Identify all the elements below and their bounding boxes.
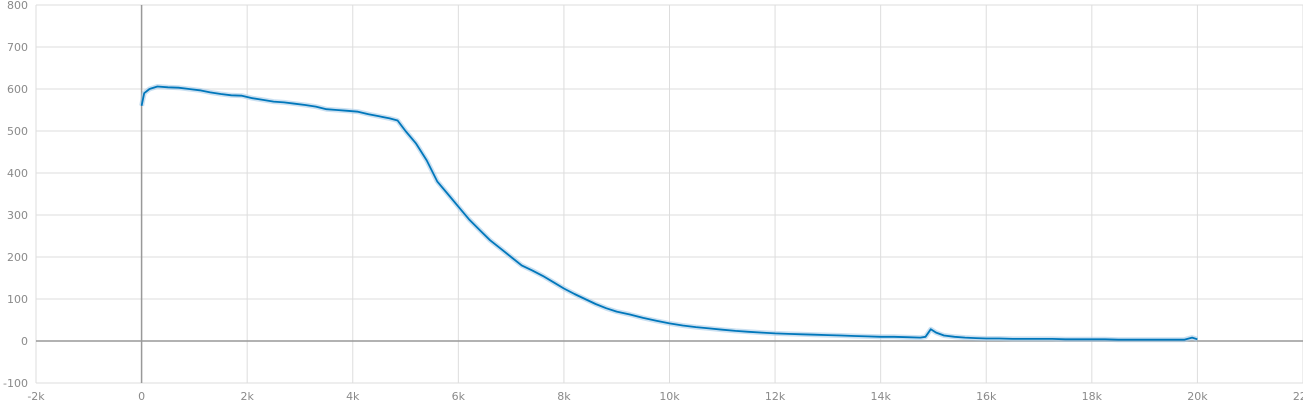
series-layer xyxy=(139,84,1199,343)
x-tick-label: 22k xyxy=(1293,390,1303,403)
y-tick-label: 300 xyxy=(7,209,28,222)
tick-labels: -2k 0 2k 4k 6k 8k 10k 12k 14k 16k 18k 20k 22k -100 0 10… xyxy=(3,0,1303,403)
x-tick-label: 12k xyxy=(765,390,786,403)
y-tick-label: 0 xyxy=(21,335,28,348)
x-tick-label: 0 xyxy=(138,390,145,403)
x-tick-label: 10k xyxy=(659,390,680,403)
x-tick-label: 2k xyxy=(240,390,254,403)
y-tick-label: -100 xyxy=(3,377,28,390)
x-tick-label: 20k xyxy=(1187,390,1208,403)
x-tick-label: 6k xyxy=(452,390,466,403)
y-tick-label: 100 xyxy=(7,293,28,306)
x-tick-label: 16k xyxy=(976,390,997,403)
x-tick-label: 4k xyxy=(346,390,360,403)
x-tick-label: 8k xyxy=(557,390,571,403)
y-tick-label: 400 xyxy=(7,167,28,180)
x-tick-label: 14k xyxy=(870,390,891,403)
y-tick-label: 500 xyxy=(7,125,28,138)
series-line xyxy=(140,85,1198,341)
y-tick-label: 200 xyxy=(7,251,28,264)
y-tick-label: 800 xyxy=(7,0,28,12)
x-tick-label: -2k xyxy=(27,390,45,403)
y-tick-label: 700 xyxy=(7,41,28,54)
y-tick-label: 600 xyxy=(7,83,28,96)
grid xyxy=(35,4,1303,384)
x-tick-label: 18k xyxy=(1082,390,1103,403)
